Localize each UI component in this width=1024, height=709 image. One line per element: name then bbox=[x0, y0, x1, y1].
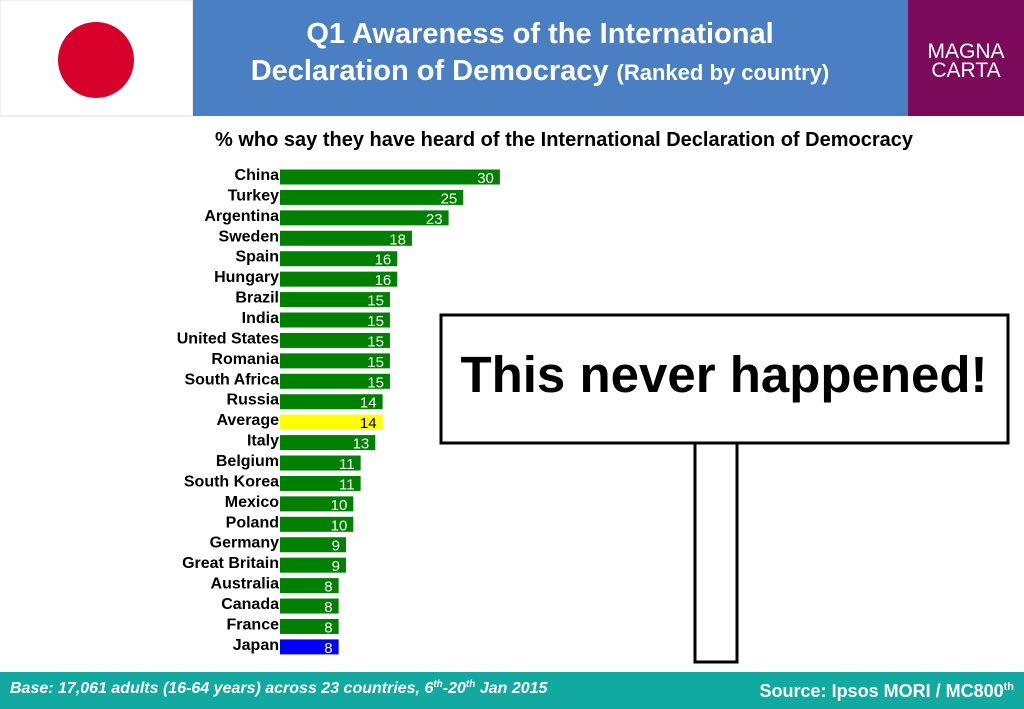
chart-title: % who say they have heard of the Interna… bbox=[215, 129, 914, 151]
superscript: th bbox=[1004, 681, 1015, 693]
data-label: 15 bbox=[367, 354, 384, 371]
bar bbox=[280, 475, 361, 491]
y-tick-label: China bbox=[235, 167, 280, 184]
data-label: 15 bbox=[367, 293, 384, 310]
sign-post bbox=[693, 441, 739, 664]
y-tick-label: Argentina bbox=[204, 208, 279, 225]
data-label: 16 bbox=[375, 272, 392, 289]
bar bbox=[280, 394, 383, 410]
data-label: 8 bbox=[324, 579, 332, 596]
bar bbox=[280, 373, 390, 389]
y-tick-label: Germany bbox=[210, 535, 279, 552]
logo-text: CARTA bbox=[931, 59, 1000, 82]
bar bbox=[280, 639, 339, 655]
data-label: 11 bbox=[339, 476, 355, 493]
bar bbox=[280, 414, 383, 430]
data-label: 8 bbox=[324, 619, 332, 636]
y-tick-label: Turkey bbox=[228, 187, 279, 204]
bar bbox=[280, 598, 339, 614]
bar bbox=[280, 169, 500, 185]
data-label: 14 bbox=[360, 395, 377, 412]
title: Declaration of Democracy (Ranked by count… bbox=[251, 55, 830, 87]
y-tick-label: Average bbox=[216, 412, 279, 429]
bar bbox=[280, 578, 339, 594]
bar bbox=[280, 455, 361, 471]
data-label: 9 bbox=[332, 538, 340, 555]
data-label: 13 bbox=[353, 436, 370, 453]
y-tick-label: Spain bbox=[235, 249, 279, 266]
bar bbox=[280, 251, 398, 267]
data-label: 10 bbox=[331, 497, 348, 514]
y-tick-label: Brazil bbox=[235, 290, 279, 307]
bar bbox=[280, 353, 390, 369]
data-label: 10 bbox=[331, 517, 348, 534]
bar bbox=[280, 292, 390, 308]
footer-band bbox=[0, 672, 1024, 709]
text: -20 bbox=[443, 680, 466, 697]
data-label: 23 bbox=[426, 211, 443, 228]
logo-box bbox=[908, 0, 1024, 116]
bar bbox=[280, 537, 346, 553]
data-label: 15 bbox=[367, 374, 384, 391]
title: Declaration of Democracy bbox=[251, 55, 609, 87]
bar bbox=[280, 332, 390, 348]
y-tick-label: France bbox=[227, 616, 280, 633]
data-label: 30 bbox=[477, 170, 494, 187]
bar bbox=[280, 435, 376, 451]
data-label: 25 bbox=[441, 190, 458, 207]
bar bbox=[280, 516, 354, 532]
bar bbox=[280, 210, 449, 226]
y-tick-label: India bbox=[242, 310, 279, 327]
y-tick-label: Canada bbox=[221, 596, 279, 613]
flag-disc bbox=[58, 22, 134, 98]
title: Q1 Awareness of the International bbox=[306, 18, 773, 50]
bar bbox=[280, 496, 354, 512]
y-tick-label: South Korea bbox=[184, 473, 279, 490]
sign-text: This never happened! bbox=[460, 346, 987, 403]
y-tick-label: Mexico bbox=[225, 494, 279, 511]
bar bbox=[280, 271, 398, 287]
data-label: 8 bbox=[324, 599, 332, 616]
text: Source: Ipsos MORI / MC800 bbox=[760, 681, 1004, 701]
y-tick-label: Russia bbox=[227, 392, 280, 409]
bars: China 30 Turkey 25 Argentina 23 Sweden 18 Spain 1… bbox=[177, 167, 500, 657]
footer-source: Source: Ipsos MORI / MC800th bbox=[760, 681, 1015, 701]
y-tick-label: Romania bbox=[211, 351, 279, 368]
data-label: 16 bbox=[375, 252, 392, 269]
data-label: 14 bbox=[360, 415, 377, 432]
y-tick-label: Hungary bbox=[214, 269, 279, 286]
data-label: 8 bbox=[324, 640, 332, 657]
bar bbox=[280, 230, 412, 246]
y-tick-label: Australia bbox=[211, 576, 280, 593]
logo-text: MAGNA bbox=[927, 40, 1004, 63]
y-tick-label: Italy bbox=[247, 433, 279, 450]
data-label: 15 bbox=[367, 313, 384, 330]
bar bbox=[280, 312, 390, 328]
data-label: 18 bbox=[389, 231, 406, 248]
y-tick-label: Sweden bbox=[219, 228, 279, 245]
y-tick-label: Belgium bbox=[216, 453, 279, 470]
data-label: 9 bbox=[332, 558, 340, 575]
footer-base: Base: 17,061 adults (16-64 years) across… bbox=[10, 679, 549, 697]
y-tick-label: Poland bbox=[226, 514, 279, 531]
sign-board bbox=[439, 313, 1010, 445]
y-tick-label: Great Britain bbox=[182, 555, 279, 572]
bar bbox=[280, 189, 464, 205]
bar bbox=[280, 618, 339, 634]
superscript: th bbox=[466, 679, 475, 690]
data-label: 15 bbox=[367, 333, 384, 350]
y-tick-label: United States bbox=[177, 330, 279, 347]
text: Jan 2015 bbox=[475, 680, 548, 697]
bar bbox=[280, 557, 346, 573]
y-tick-label: Japan bbox=[233, 637, 279, 654]
superscript: th bbox=[433, 679, 442, 690]
data-label: 11 bbox=[339, 456, 355, 473]
title-note: (Ranked by country) bbox=[617, 60, 830, 85]
header-band bbox=[193, 0, 908, 116]
text: Base: 17,061 adults (16-64 years) across… bbox=[10, 680, 433, 697]
y-tick-label: South Africa bbox=[184, 371, 279, 388]
